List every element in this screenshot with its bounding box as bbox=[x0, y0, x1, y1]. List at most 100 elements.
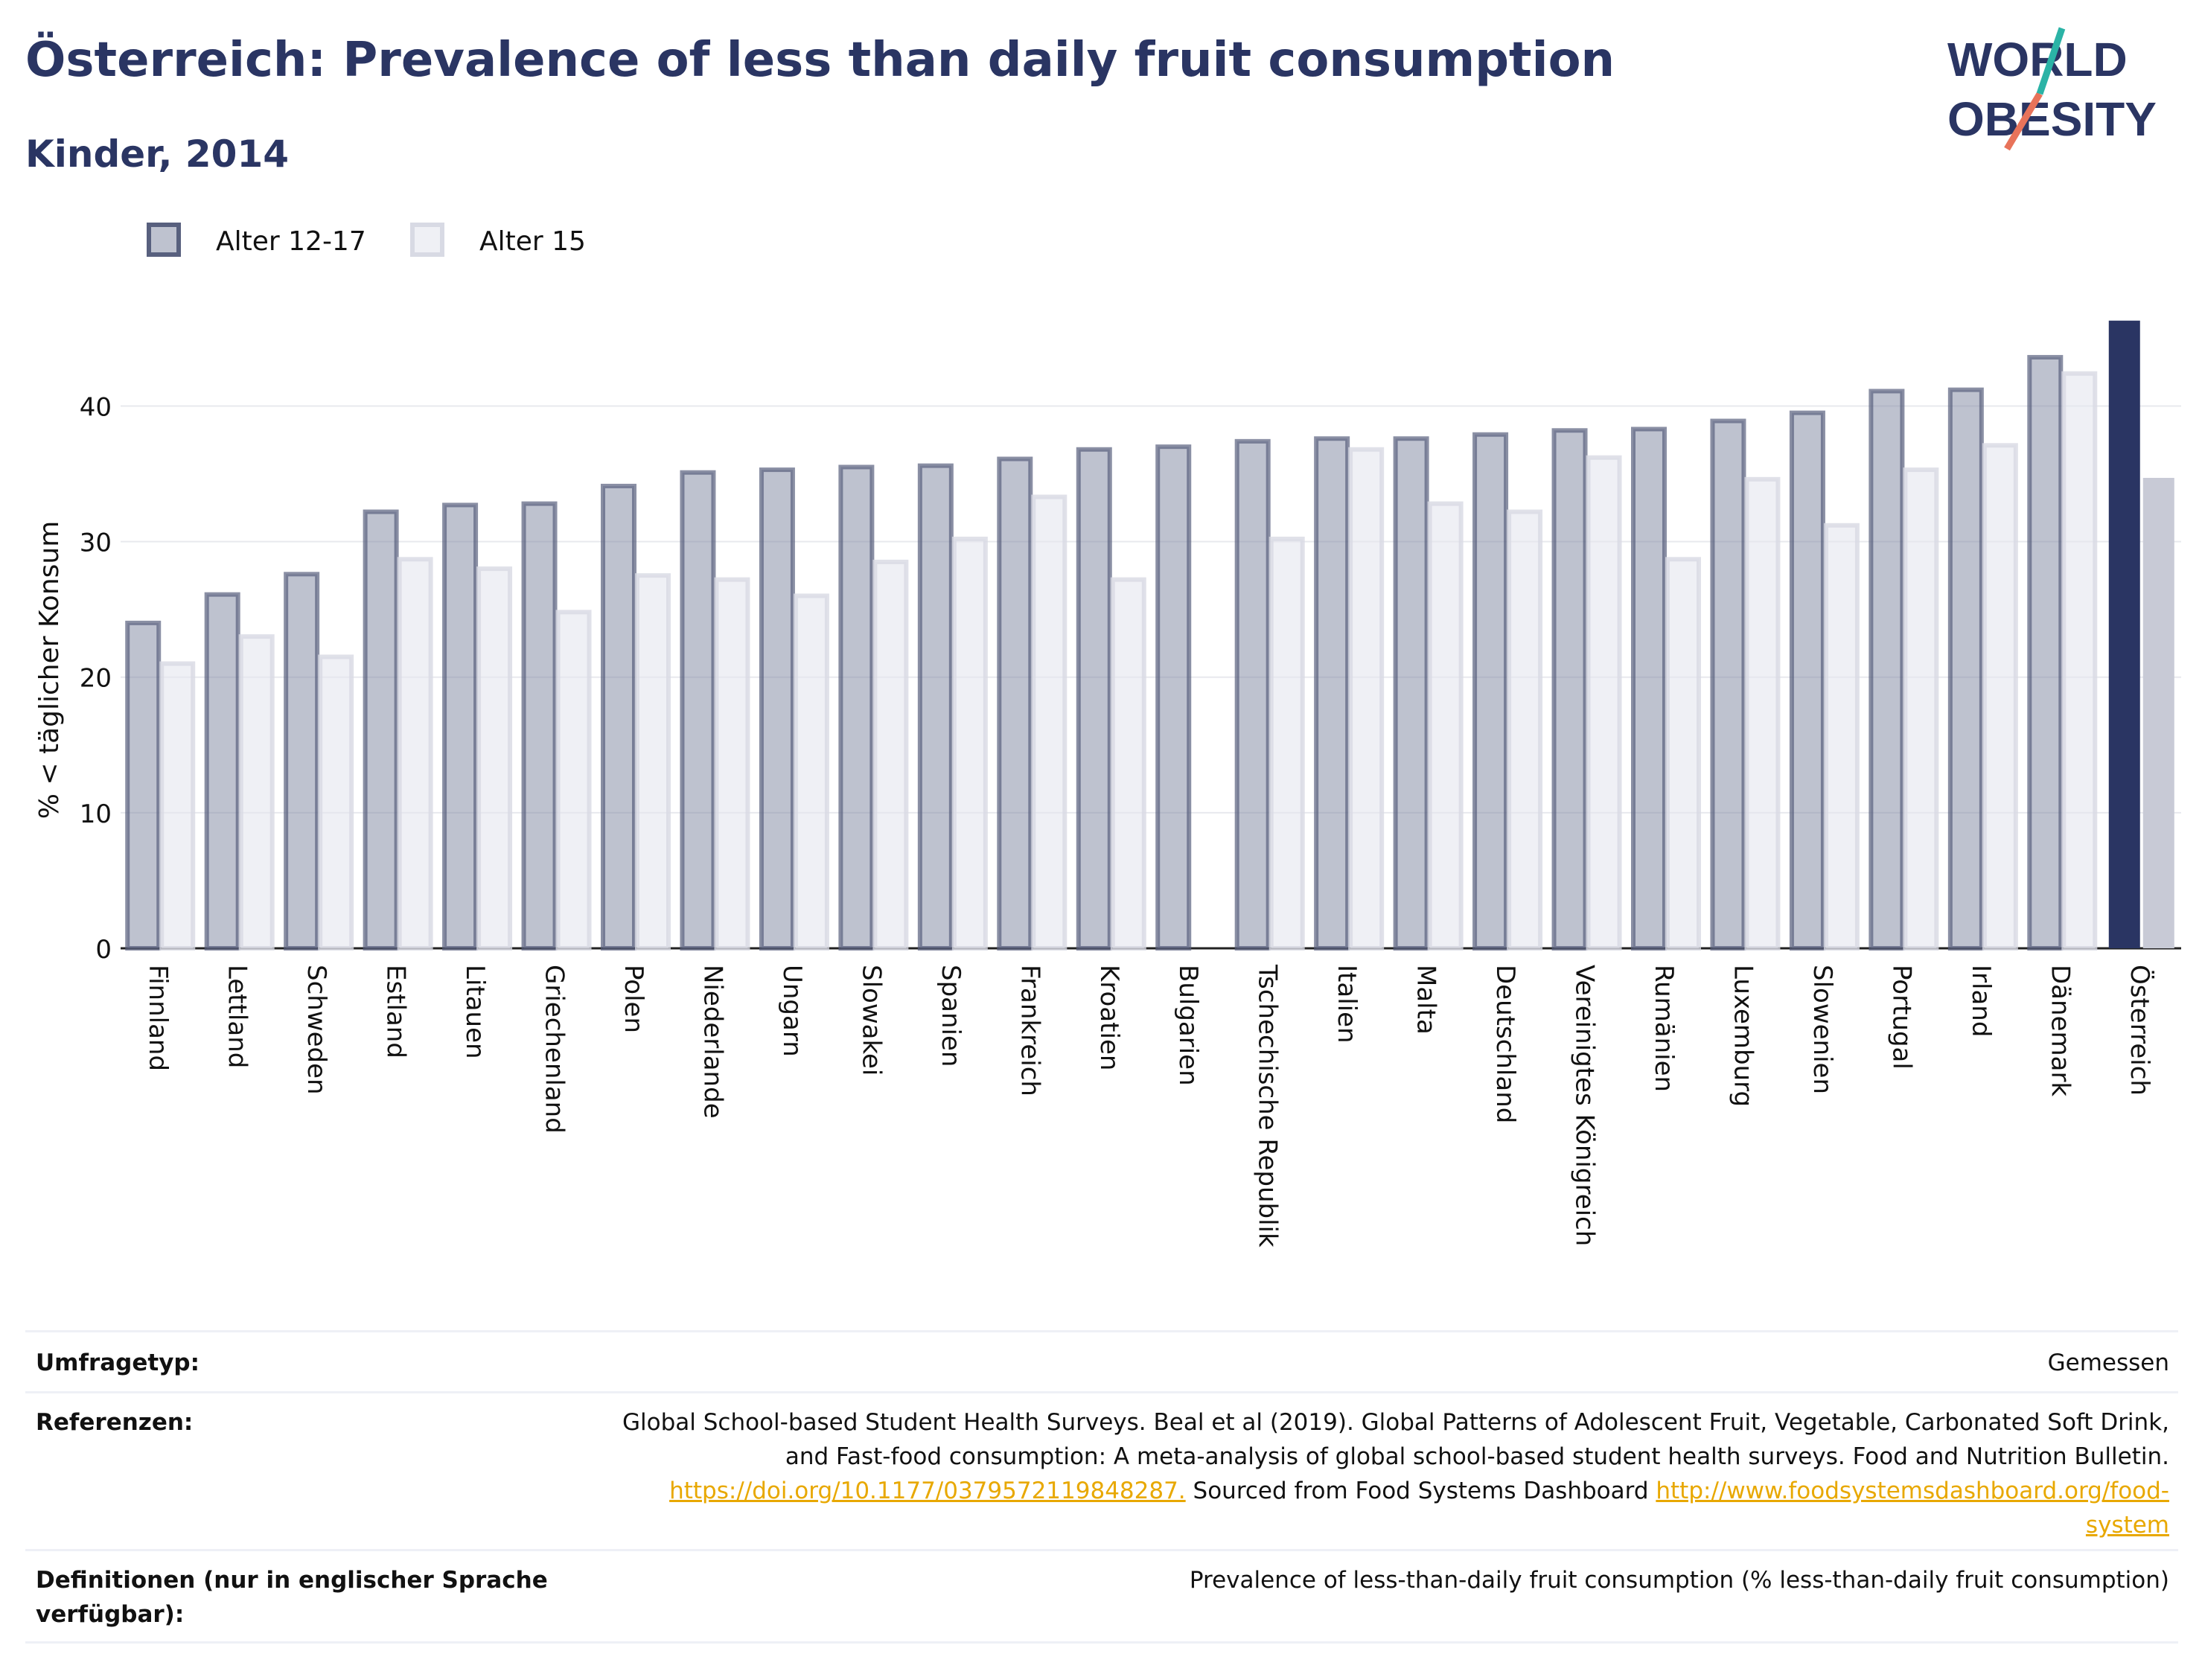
bar-alter-12-17 bbox=[2027, 354, 2064, 951]
bar-alter-12-17 bbox=[759, 467, 795, 951]
bar-alter-12-17 bbox=[601, 483, 636, 951]
bar-alter-12-17 bbox=[1314, 436, 1350, 951]
x-tick-label: Niederlande bbox=[698, 965, 727, 1119]
bar-alter-15 bbox=[1031, 494, 1068, 951]
bar-alter-12-17 bbox=[1551, 428, 1588, 951]
bar-alter-15 bbox=[397, 557, 433, 951]
x-tick-label: Finnland bbox=[143, 965, 173, 1071]
bar-alter-12-17 bbox=[442, 502, 479, 951]
bar-alter-15 bbox=[793, 593, 829, 951]
x-tick-label: Estland bbox=[381, 965, 411, 1058]
bar-chart: Alter 12-17 Alter 15 0 10 20 30 40 Finnland Le… bbox=[34, 223, 2181, 1248]
bar-alter-12-17 bbox=[1789, 410, 1825, 951]
y-tick-label: 0 bbox=[95, 935, 112, 965]
bar-alter-12-17 bbox=[204, 592, 240, 951]
bar-alter-15 bbox=[1110, 577, 1146, 951]
x-tick-label: Slowenien bbox=[1807, 965, 1837, 1094]
food-systems-link-cont[interactable]: system bbox=[2085, 1512, 2169, 1539]
bar-alter-15 bbox=[951, 536, 988, 951]
divider bbox=[25, 1641, 2178, 1644]
x-tick-label: Schweden bbox=[301, 965, 331, 1095]
bar-alter-15 bbox=[555, 610, 592, 951]
references-row: Referenzen: Global School-based Student … bbox=[25, 1405, 2177, 1547]
logo-line2: OBESITY bbox=[1947, 92, 2157, 146]
references-text-2: and Fast-food consumption: A meta-analys… bbox=[785, 1443, 2169, 1470]
legend-label: Alter 15 bbox=[479, 226, 586, 257]
bar-alter-12-17 bbox=[997, 456, 1033, 951]
bar-alter-15 bbox=[2061, 371, 2098, 951]
x-tick-label: Luxemburg bbox=[1728, 965, 1758, 1107]
x-tick-label: Italien bbox=[1332, 965, 1362, 1044]
bar-alter-15 bbox=[1903, 467, 1939, 951]
x-tick-label: Slowakei bbox=[856, 965, 886, 1076]
legend: Alter 12-17 Alter 15 bbox=[147, 223, 586, 257]
survey-value: Gemessen bbox=[2047, 1350, 2169, 1376]
x-tick-label: Lettland bbox=[223, 965, 252, 1068]
food-systems-link[interactable]: http://www.foodsystemsdashboard.org/food… bbox=[1656, 1478, 2169, 1504]
chart-subtitle: Kinder, 2014 bbox=[25, 132, 290, 176]
bar-alter-12-17 bbox=[363, 509, 399, 951]
bar-alter-15 bbox=[318, 654, 354, 951]
bars bbox=[125, 320, 2174, 951]
divider bbox=[25, 1391, 2178, 1393]
bar-alter-15 bbox=[1982, 443, 2018, 951]
references-text-3: Sourced from Food Systems Dashboard bbox=[1185, 1478, 1656, 1504]
x-tick-label: Rumänien bbox=[1649, 965, 1679, 1092]
divider bbox=[25, 1549, 2178, 1551]
legend-label: Alter 12-17 bbox=[216, 226, 366, 257]
x-tick-label: Irland bbox=[1966, 965, 1996, 1037]
bar-alter-12-17 bbox=[284, 572, 320, 951]
bar-alter-15 bbox=[1823, 523, 1860, 951]
bar-alter-12-17 bbox=[521, 501, 558, 951]
bar-alter-15 bbox=[1586, 455, 1622, 951]
survey-label: Umfragetyp: bbox=[36, 1350, 200, 1376]
doi-link[interactable]: https://doi.org/10.1177/0379572119848287… bbox=[669, 1478, 1186, 1504]
x-tick-label: Tschechische Republik bbox=[1253, 964, 1283, 1248]
y-tick-label: 20 bbox=[80, 664, 112, 694]
bar-alter-15 bbox=[476, 566, 513, 951]
logo-line1: WORLD bbox=[1947, 33, 2128, 86]
y-tick-label: 30 bbox=[80, 528, 112, 558]
x-axis-labels: Finnland Lettland Schweden Estland Litauen Gr… bbox=[143, 964, 2155, 1248]
x-tick-label: Vereinigtes Königreich bbox=[1570, 965, 1600, 1246]
x-tick-label: Spanien bbox=[936, 965, 966, 1067]
x-tick-label: Griechenland bbox=[540, 965, 569, 1134]
x-tick-label: Portugal bbox=[1886, 965, 1916, 1070]
chart-title: Österreich: Prevalence of less than dail… bbox=[25, 33, 1615, 88]
world-obesity-logo: WORLD OBESITY bbox=[1947, 27, 2157, 151]
x-tick-label: Dänemark bbox=[2045, 965, 2075, 1096]
bar-alter-15 bbox=[1427, 501, 1464, 951]
bar-alter-15 bbox=[1665, 557, 1701, 951]
bar-alter-15 bbox=[1744, 476, 1781, 951]
x-tick-label: Österreich bbox=[2125, 965, 2155, 1096]
bar-alter-15 bbox=[159, 661, 196, 951]
divider bbox=[25, 1330, 2178, 1332]
bar-alter-15 bbox=[1268, 536, 1305, 951]
y-axis-ticks: 0 10 20 30 40 bbox=[80, 392, 112, 965]
bar-alter-12-17 bbox=[2108, 320, 2140, 949]
bar-alter-12-17 bbox=[838, 464, 875, 951]
y-tick-label: 10 bbox=[80, 799, 112, 829]
bar-alter-12-17 bbox=[1234, 438, 1271, 951]
x-tick-label: Frankreich bbox=[1015, 965, 1044, 1096]
references-value: Global School-based Student Health Surve… bbox=[606, 1405, 2169, 1542]
legend-swatch bbox=[410, 223, 444, 257]
survey-row: Umfragetyp: Gemessen bbox=[25, 1346, 2177, 1390]
bar-alter-15 bbox=[1348, 447, 1385, 951]
x-tick-label: Malta bbox=[1411, 965, 1441, 1035]
y-tick-label: 40 bbox=[80, 392, 112, 422]
legend-swatch bbox=[147, 223, 181, 257]
bar-alter-12-17 bbox=[1393, 436, 1429, 951]
x-tick-label: Litauen bbox=[460, 965, 490, 1059]
bar-alter-12-17 bbox=[1710, 418, 1746, 951]
references-text-1: Global School-based Student Health Surve… bbox=[622, 1409, 2169, 1436]
definitions-row: Definitionen (nur in englischer Sprache … bbox=[25, 1563, 2177, 1645]
bar-alter-12-17 bbox=[1947, 387, 1984, 951]
x-tick-label: Polen bbox=[619, 965, 648, 1033]
bar-alter-15 bbox=[238, 634, 275, 951]
x-tick-label: Bulgarien bbox=[1173, 965, 1203, 1086]
bar-alter-12-17 bbox=[680, 470, 716, 951]
x-tick-label: Deutschland bbox=[1490, 965, 1520, 1123]
bar-alter-15 bbox=[872, 559, 909, 951]
bar-alter-12-17 bbox=[917, 463, 954, 951]
